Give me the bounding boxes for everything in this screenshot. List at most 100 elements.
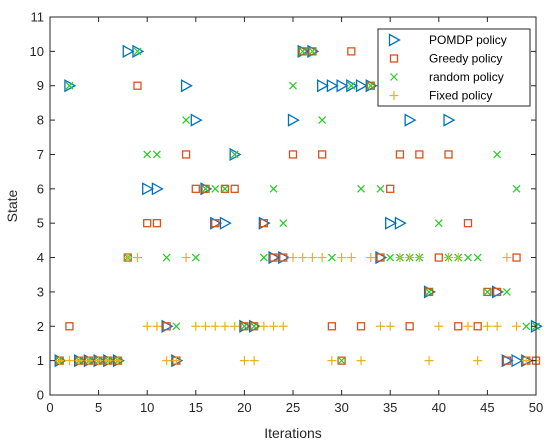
- legend: POMDP policy Greedy policy random policy Fi…: [377, 28, 531, 107]
- data-point: [512, 184, 521, 193]
- data-point: [288, 150, 298, 159]
- data-point: [181, 253, 191, 263]
- data-point: [405, 322, 414, 331]
- data-point: [492, 321, 502, 331]
- data-point: [501, 354, 514, 368]
- legend-label: POMDP policy: [429, 33, 507, 47]
- data-point: [211, 219, 220, 228]
- data-point: [288, 253, 298, 263]
- data-point: [463, 219, 473, 228]
- data-point: [259, 321, 269, 331]
- data-point: [190, 113, 203, 127]
- data-point: [161, 319, 174, 333]
- data-point: [268, 250, 281, 265]
- data-point: [103, 356, 113, 366]
- data-point: [444, 150, 453, 159]
- legend-label: random policy: [429, 70, 504, 84]
- data-point: [240, 322, 249, 331]
- legend-item: POMDP policy: [388, 33, 507, 47]
- data-point: [424, 287, 434, 297]
- data-point: [122, 44, 135, 58]
- x-tick-label: 5: [95, 400, 102, 415]
- data-point: [327, 253, 336, 262]
- data-point: [182, 116, 191, 125]
- data-point: [386, 184, 395, 193]
- data-point: [483, 287, 492, 297]
- data-point: [181, 150, 191, 159]
- data-point: [65, 81, 74, 90]
- legend-label: Fixed policy: [429, 89, 492, 103]
- data-point: [298, 47, 307, 56]
- data-point: [434, 253, 443, 262]
- data-point: [337, 356, 346, 365]
- data-point: [347, 81, 356, 90]
- data-point: [492, 287, 502, 297]
- data-point: [84, 356, 94, 366]
- y-tick-label: 4: [37, 250, 44, 265]
- x-tick-label: 30: [334, 400, 348, 415]
- y-axis-label: State: [4, 189, 20, 222]
- data-point: [151, 182, 164, 196]
- data-point: [318, 150, 327, 159]
- data-point: [132, 44, 145, 58]
- data-point: [317, 253, 327, 263]
- data-point: [210, 321, 220, 331]
- data-point: [219, 216, 232, 230]
- y-tick-label: 1: [37, 353, 44, 368]
- data-point: [385, 216, 398, 230]
- data-point: [258, 216, 271, 230]
- data-point: [162, 322, 171, 331]
- data-point: [464, 253, 472, 262]
- y-tick-label: 8: [37, 113, 44, 128]
- data-point: [143, 219, 152, 228]
- data-point: [454, 322, 463, 331]
- data-point: [423, 285, 436, 299]
- data-point: [180, 79, 193, 93]
- y-tick-label: 9: [37, 78, 44, 93]
- data-point: [191, 321, 201, 331]
- x-tick-label: 40: [432, 400, 446, 415]
- data-point: [113, 356, 123, 366]
- data-point: [220, 184, 230, 193]
- data-point: [473, 253, 482, 262]
- data-point: [491, 285, 504, 299]
- data-point: [356, 356, 366, 366]
- y-tick-label: 5: [37, 216, 44, 231]
- y-tick-label: 2: [37, 319, 44, 334]
- data-point: [346, 253, 356, 263]
- data-point: [229, 147, 242, 162]
- data-point: [269, 321, 279, 331]
- x-tick-label: 45: [480, 400, 494, 415]
- data-point: [473, 356, 483, 366]
- y-tick-label: 7: [37, 147, 44, 162]
- data-point: [230, 321, 240, 331]
- data-point: [172, 322, 181, 331]
- y-tick-label: 11: [31, 10, 45, 25]
- data-point: [152, 150, 161, 159]
- data-point: [347, 47, 356, 56]
- data-point: [133, 81, 142, 90]
- x-tick-label: 10: [140, 400, 154, 415]
- series-x: [55, 47, 540, 365]
- data-point: [327, 322, 337, 331]
- data-point: [269, 184, 278, 193]
- data-point: [239, 319, 252, 333]
- data-point: [249, 322, 259, 331]
- data-point: [162, 356, 172, 366]
- data-point: [133, 47, 142, 56]
- series-plus: [55, 253, 541, 366]
- data-point: [191, 184, 200, 193]
- x-axis-label: Iterations: [264, 425, 322, 441]
- x-tick-label: 35: [383, 400, 397, 415]
- data-point: [473, 322, 482, 331]
- x-tick-label: 0: [46, 400, 53, 415]
- data-point: [230, 184, 239, 193]
- data-point: [453, 253, 463, 263]
- data-point: [289, 81, 297, 90]
- data-point: [94, 356, 104, 366]
- data-point: [230, 150, 239, 159]
- data-point: [55, 356, 65, 366]
- data-point: [142, 321, 152, 331]
- data-point: [434, 219, 443, 228]
